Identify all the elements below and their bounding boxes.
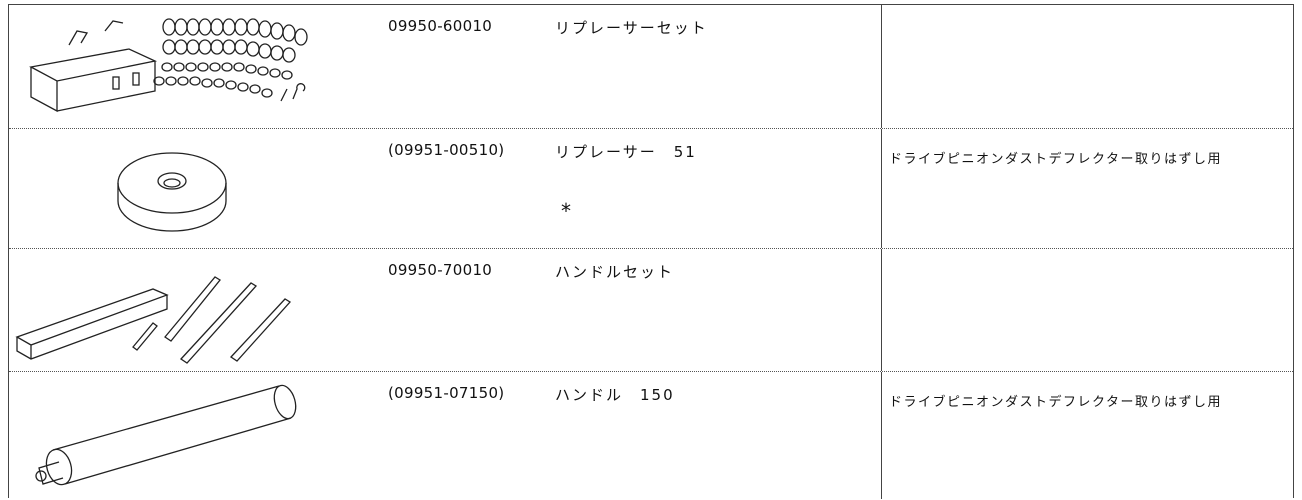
part-number: (09951-00510) [388,141,505,159]
part-name: リプレーサー 51 [555,143,697,161]
part-number: 09950-60010 [388,17,493,35]
part-number: (09951-07150) [388,384,505,402]
footnote-mark: * [561,199,571,223]
replacer-illustration [117,152,227,232]
column-divider [881,5,882,128]
replacer-set-illustration [29,18,308,113]
table-row: 09950-70010 ハンドルセット [9,248,1293,371]
table-row: (09951-07150) ハンドル 150 ドライブピニオンダストデフレクター… [9,371,1293,499]
column-divider [881,372,882,499]
table-row: 09950-60010 リプレーサーセット [9,5,1293,128]
usage-note: ドライブピニオンダストデフレクター取りはずし用 [889,152,1222,167]
parts-table: 09950-60010 リプレーサーセット (09951-00510) リプレー… [8,4,1294,499]
part-name: ハンドルセット [555,263,675,281]
column-divider [881,249,882,371]
handle-set-illustration [15,276,292,364]
usage-note: ドライブピニオンダストデフレクター取りはずし用 [889,395,1222,410]
table-row: (09951-00510) リプレーサー 51 * ドライブピニオンダストデフレ… [9,128,1293,248]
part-number: 09950-70010 [388,261,493,279]
column-divider [881,129,882,248]
part-name: ハンドル 150 [555,386,675,404]
part-name: リプレーサーセット [555,19,708,37]
handle-illustration [35,384,297,486]
